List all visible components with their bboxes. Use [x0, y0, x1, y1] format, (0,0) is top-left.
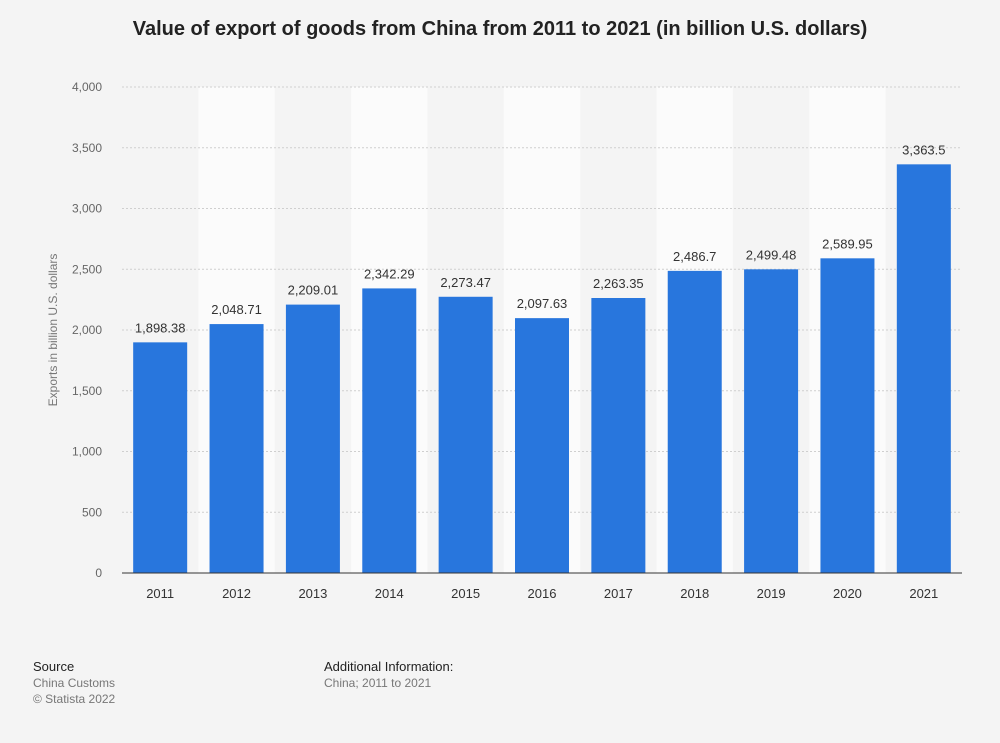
- y-tick-label: 4,000: [72, 80, 102, 94]
- data-label: 1,898.38: [135, 320, 186, 335]
- source-block: Source China Customs © Statista 2022: [33, 659, 115, 707]
- bar-chart: 0 500 1,000 1,500 2,000 2,500 3,000 3,500 4,000 1…: [46, 80, 962, 601]
- bar: [438, 296, 493, 573]
- x-tick-label: 2012: [222, 586, 251, 601]
- data-label: 2,589.95: [822, 236, 873, 251]
- x-tick-label: 2021: [909, 586, 938, 601]
- x-tick-label: 2014: [375, 586, 404, 601]
- additional-info-heading: Additional Information:: [324, 659, 454, 674]
- y-axis-title: Exports in billion U.S. dollars: [46, 254, 60, 407]
- additional-info-text: China; 2011 to 2021: [324, 676, 432, 690]
- data-label: 2,263.35: [593, 276, 644, 291]
- data-label: 2,209.01: [288, 283, 339, 298]
- data-label: 2,273.47: [440, 275, 491, 290]
- data-label: 3,363.5: [902, 142, 945, 157]
- y-tick-label: 3,500: [72, 141, 102, 155]
- x-tick-label: 2017: [604, 586, 633, 601]
- y-tick-label: 2,500: [72, 262, 102, 276]
- y-tick-label: 3,000: [72, 202, 102, 216]
- bar: [133, 342, 188, 573]
- copyright-text: © Statista 2022: [33, 692, 116, 706]
- x-tick-label: 2019: [757, 586, 786, 601]
- x-tick-label: 2011: [146, 586, 174, 601]
- data-label: 2,342.29: [364, 266, 415, 281]
- x-tick-label: 2016: [528, 586, 557, 601]
- bar: [515, 318, 569, 573]
- y-tick-label: 500: [82, 505, 102, 519]
- source-name: China Customs: [33, 676, 116, 690]
- bar: [744, 269, 799, 573]
- y-tick-label: 1,500: [72, 384, 102, 398]
- x-tick-label: 2015: [451, 586, 480, 601]
- data-label: 2,486.7: [673, 249, 716, 264]
- x-tick-label: 2018: [680, 586, 709, 601]
- bar: [591, 298, 646, 573]
- y-tick-label: 1,000: [72, 445, 102, 459]
- source-heading: Source: [33, 659, 75, 674]
- bar: [362, 288, 417, 573]
- bar: [285, 304, 340, 573]
- y-tick-label: 0: [95, 566, 102, 580]
- y-tick-label: 2,000: [72, 323, 102, 337]
- data-label: 2,499.48: [746, 247, 797, 262]
- bar: [667, 270, 722, 573]
- x-tick-label: 2020: [833, 586, 862, 601]
- bar: [820, 258, 875, 573]
- bar: [209, 324, 264, 573]
- chart-title: Value of export of goods from China from…: [132, 18, 868, 40]
- bar: [896, 164, 951, 573]
- x-tick-label: 2013: [298, 586, 327, 601]
- additional-info-block: Additional Information: China; 2011 to 2…: [324, 659, 453, 691]
- data-label: 2,048.71: [211, 302, 262, 317]
- data-label: 2,097.63: [517, 296, 568, 311]
